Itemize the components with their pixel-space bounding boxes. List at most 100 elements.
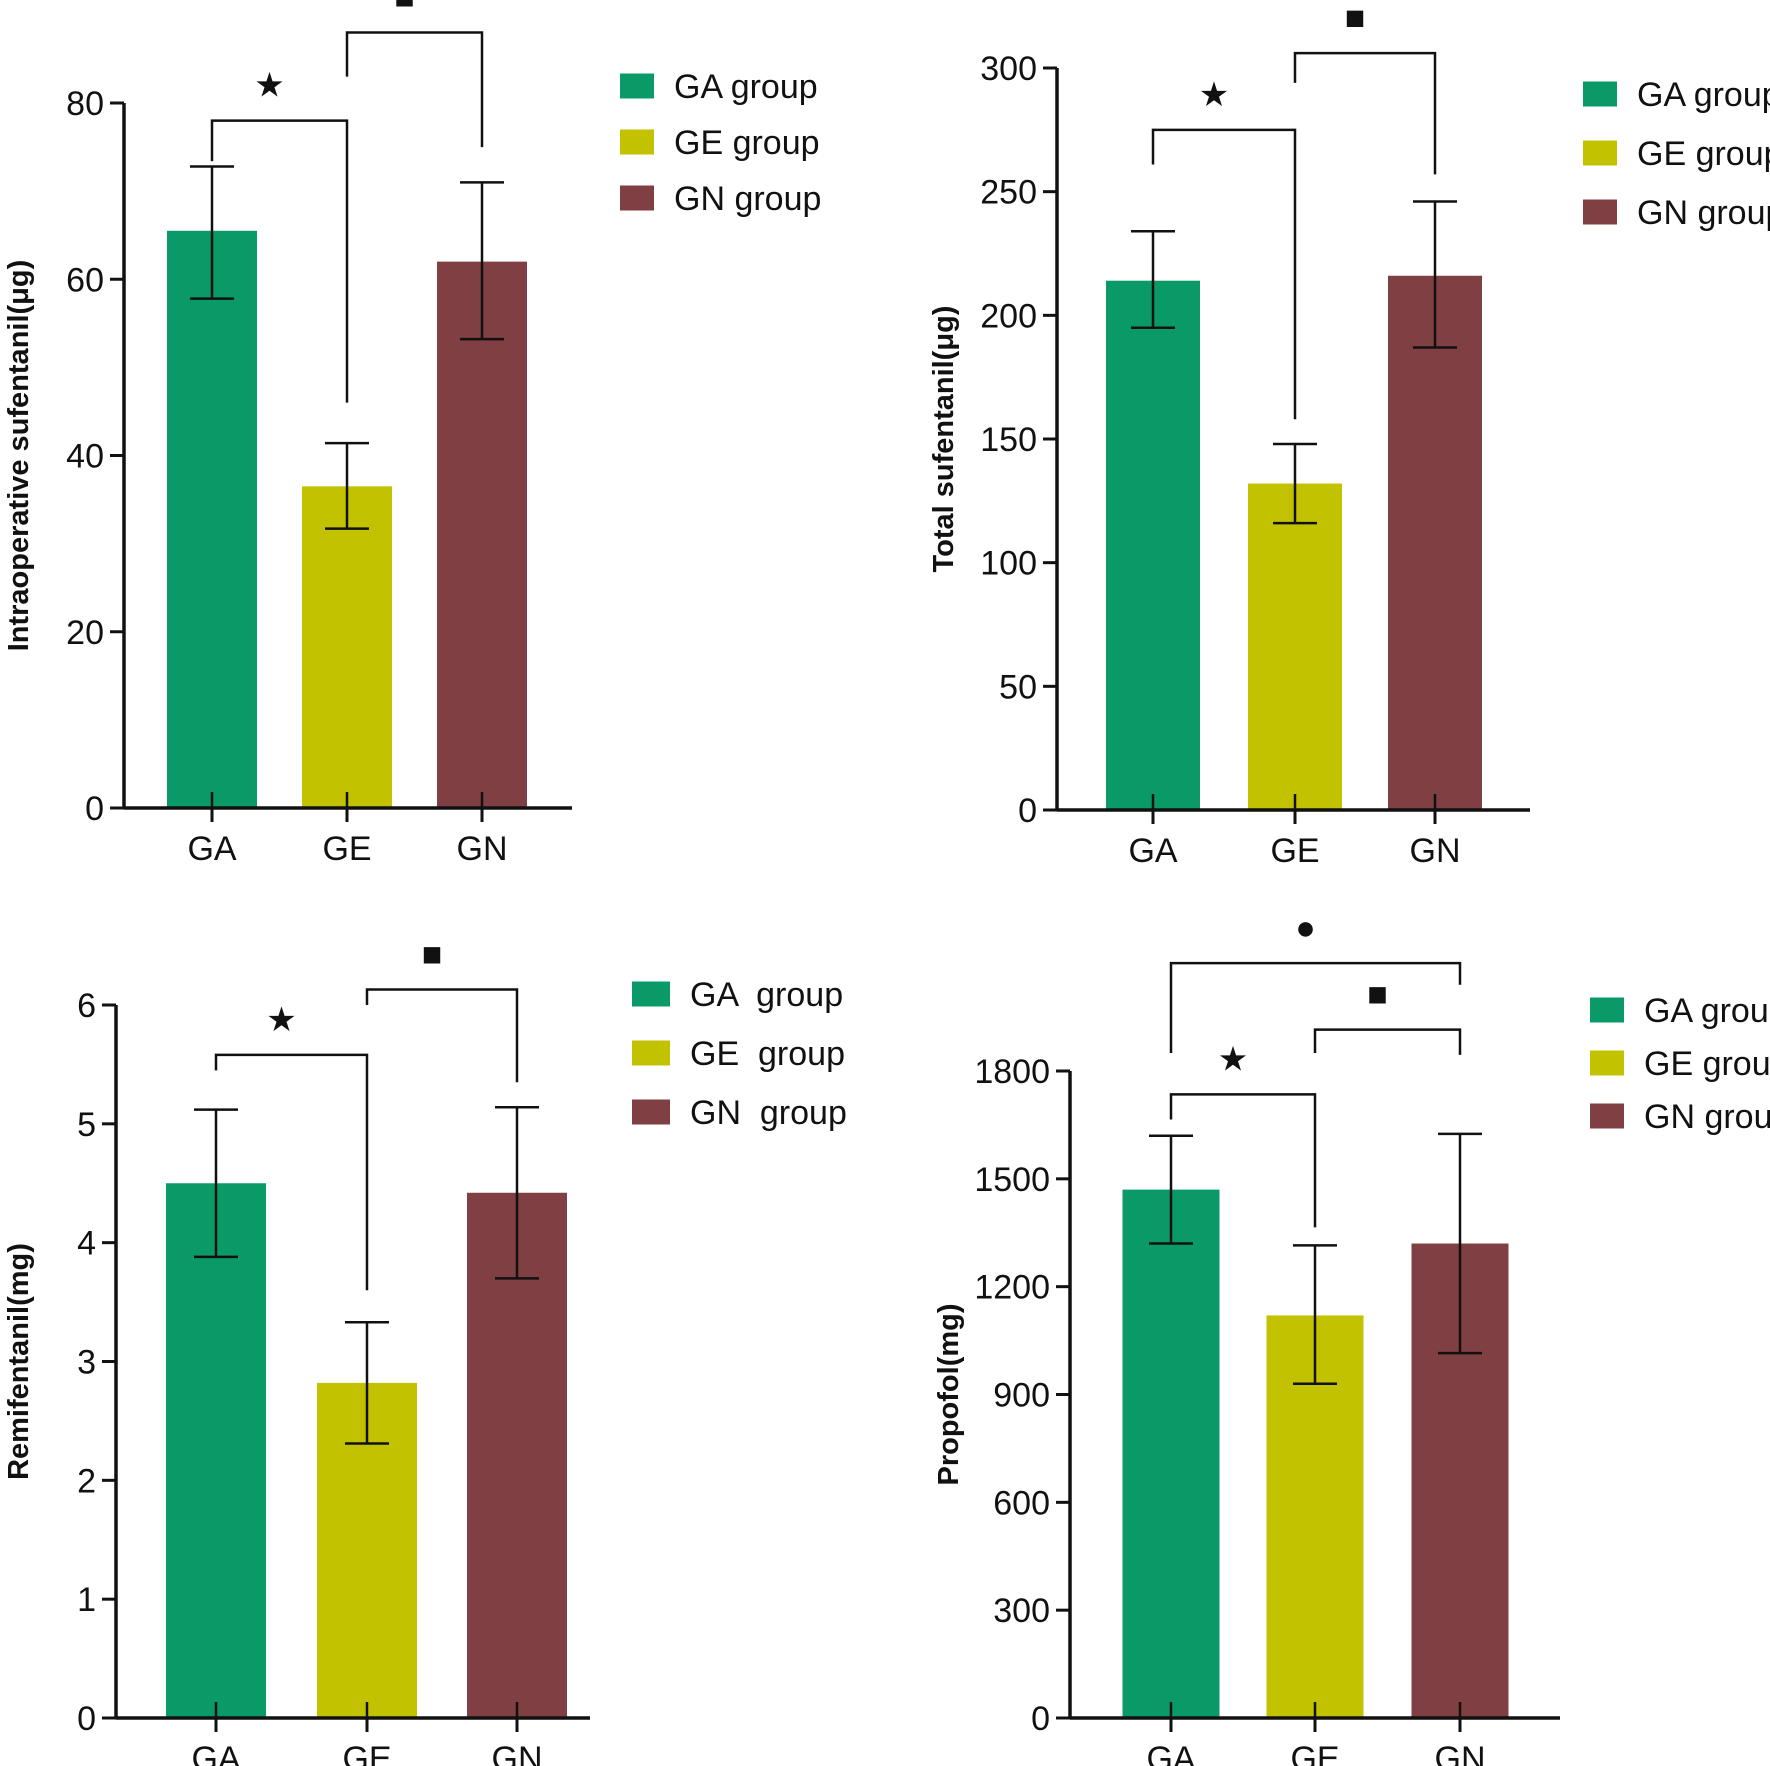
- error-bar-gn: [460, 181, 504, 341]
- bar-ge: [1248, 483, 1342, 810]
- legend-swatch: [1590, 1050, 1624, 1076]
- y-tick-label: 600: [993, 1484, 1050, 1522]
- y-axis-title: Total sufentanil(μg): [928, 306, 960, 573]
- legend-label: GN group: [1637, 194, 1770, 232]
- x-tick-label: GA: [187, 830, 236, 868]
- bar-ga: [1122, 1189, 1220, 1718]
- y-axis-title: Propofol(mg): [933, 1303, 965, 1485]
- legend-item: GN group: [1590, 1098, 1770, 1136]
- legend-item: GE group: [620, 124, 820, 162]
- significance-bracket: ■: [1293, 0, 1437, 175]
- error-bar-gn: [495, 1105, 539, 1280]
- y-tick-label: 0: [85, 790, 104, 828]
- significance-bracket-line: [1169, 1093, 1317, 1228]
- significance-symbol: ■: [1367, 976, 1388, 1014]
- legend-item: GA group: [1590, 992, 1770, 1030]
- significance-symbol: ★: [1199, 76, 1229, 114]
- significance-bracket-line: [365, 988, 519, 1083]
- x-tick-label: GE: [1290, 1740, 1339, 1766]
- y-tick-label: 0: [1018, 792, 1037, 830]
- legend-swatch: [632, 1040, 670, 1066]
- significance-bracket: ★: [1169, 1040, 1317, 1228]
- y-tick-label: 300: [993, 1592, 1050, 1630]
- legend-label: GA group: [1644, 992, 1770, 1030]
- bar-ga: [166, 1183, 266, 1718]
- bar-ga: [167, 230, 257, 808]
- legend-swatch: [1583, 81, 1617, 107]
- error-bar-gn: [1438, 1132, 1482, 1355]
- y-tick-label: 80: [66, 85, 104, 123]
- legend-label: GA group: [1637, 76, 1770, 114]
- y-axis-title: Remifentanil(mg): [3, 1243, 35, 1480]
- legend-swatch: [1583, 199, 1617, 225]
- bar-gn: [437, 261, 527, 808]
- x-tick-label: GA: [1128, 832, 1177, 870]
- significance-bracket: ■: [1313, 976, 1462, 1055]
- legend-swatch: [1590, 1103, 1624, 1129]
- error-bar-ge: [325, 441, 369, 530]
- legend-label: GE group: [1644, 1045, 1770, 1083]
- legend-item: GE group: [632, 1035, 845, 1073]
- significance-bracket-line: [214, 1053, 369, 1291]
- x-tick-label: GE: [322, 830, 371, 868]
- y-tick-label: 250: [980, 174, 1037, 212]
- chart-1: 0 20 40 60 80 GA GE GN Intraoperative sufentanil…: [3, 0, 821, 868]
- error-bar-ga: [1149, 1134, 1193, 1245]
- significance-bracket: ★: [214, 1001, 369, 1291]
- x-tick-label: GE: [342, 1740, 391, 1766]
- y-tick-label: 0: [77, 1700, 96, 1738]
- legend-swatch: [632, 981, 670, 1007]
- legend-item: GN group: [1583, 194, 1770, 232]
- legend-item: GE group: [1590, 1045, 1770, 1083]
- y-tick-label: 1500: [974, 1161, 1050, 1199]
- error-bar-ga: [190, 165, 234, 300]
- y-tick-label: 1: [77, 1581, 96, 1619]
- significance-bracket-line: [210, 119, 349, 403]
- y-tick-label: 4: [77, 1225, 96, 1263]
- legend-label: GE group: [674, 124, 820, 162]
- x-tick-label: GN: [1435, 1740, 1486, 1766]
- significance-bracket: ●: [1169, 909, 1462, 1054]
- legend-item: GE group: [1583, 135, 1770, 173]
- legend-item: GN group: [620, 180, 821, 218]
- y-tick-label: 1200: [974, 1269, 1050, 1307]
- x-tick-label: GA: [191, 1740, 240, 1766]
- legend-item: GA group: [620, 68, 818, 106]
- x-tick-label: GN: [492, 1740, 543, 1766]
- legend-label: GN group: [690, 1094, 847, 1132]
- significance-symbol: ★: [254, 67, 284, 105]
- error-bar-gn: [1413, 200, 1457, 349]
- y-tick-label: 20: [66, 614, 104, 652]
- significance-bracket: ★: [1151, 76, 1297, 420]
- chart-3: 0 1 2 3 4 5 6 GA GE GN Remifentanil(mg) ★ ■ GA group G…: [3, 936, 847, 1766]
- legend-swatch: [1583, 140, 1617, 166]
- significance-symbol: ●: [1295, 909, 1316, 947]
- y-tick-label: 300: [980, 50, 1037, 88]
- y-tick-label: 900: [993, 1377, 1050, 1415]
- legend-label: GN group: [674, 180, 821, 218]
- y-tick-label: 6: [77, 987, 96, 1025]
- legend-swatch: [632, 1099, 670, 1125]
- significance-bracket: ■: [345, 0, 484, 148]
- legend-label: GN group: [1644, 1098, 1770, 1136]
- significance-bracket: ■: [365, 936, 519, 1083]
- significance-bracket-line: [1151, 128, 1297, 420]
- y-tick-label: 60: [66, 261, 104, 299]
- significance-symbol: ■: [394, 0, 415, 17]
- y-tick-label: 5: [77, 1106, 96, 1144]
- legend-item: GN group: [632, 1094, 847, 1132]
- legend-swatch: [620, 185, 654, 211]
- y-tick-label: 0: [1031, 1700, 1050, 1738]
- error-bar-ga: [194, 1108, 238, 1259]
- error-bar-ge: [1293, 1244, 1337, 1385]
- y-tick-label: 150: [980, 421, 1037, 459]
- significance-bracket-line: [1293, 51, 1437, 175]
- significance-symbol: ★: [266, 1001, 296, 1039]
- x-tick-label: GA: [1146, 1740, 1195, 1766]
- chart-4: 0 300 600 900 1200 1500 1800 GA GE GN Propofol(mg)…: [933, 909, 1770, 1766]
- error-bar-ga: [1131, 229, 1175, 329]
- x-tick-label: GE: [1270, 832, 1319, 870]
- bar-gn: [467, 1192, 567, 1718]
- y-tick-label: 40: [66, 438, 104, 476]
